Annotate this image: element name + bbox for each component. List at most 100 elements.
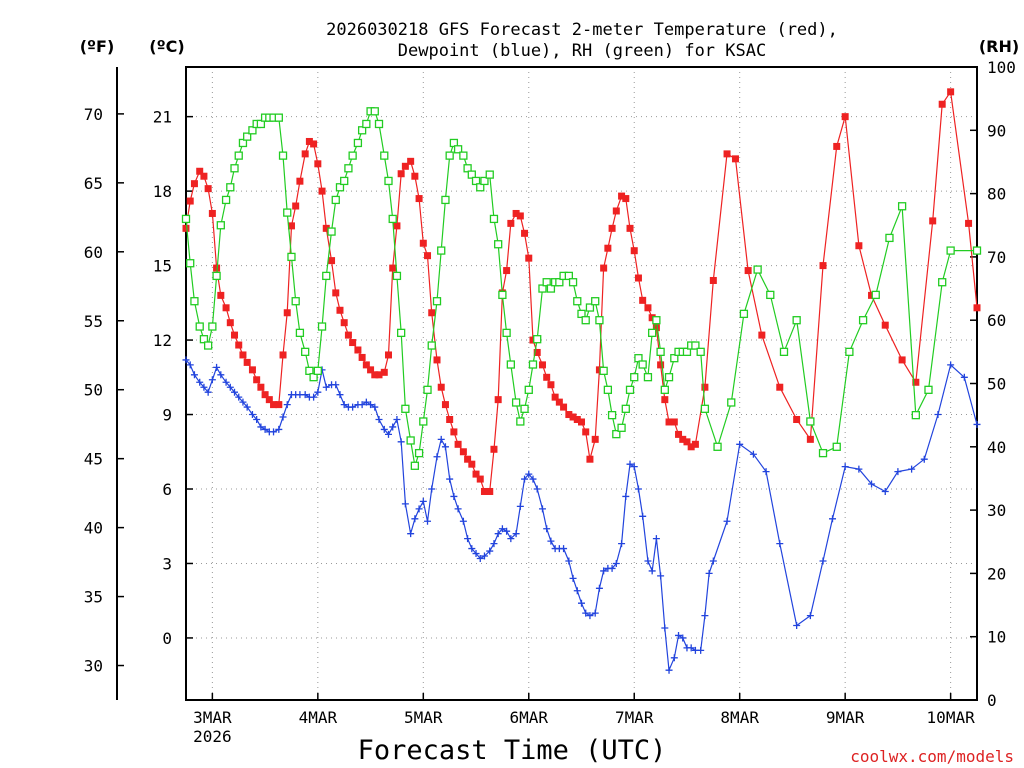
- temperature-point: [186, 197, 194, 205]
- temperature-point: [507, 219, 515, 227]
- dewpoint-point: [407, 530, 415, 538]
- dewpoint-point: [503, 527, 511, 535]
- dewpoint-point: [340, 401, 348, 409]
- rh-point: [511, 398, 521, 407]
- dewpoint-point: [762, 468, 770, 476]
- dewpoint-point: [275, 425, 283, 433]
- dewpoint-point: [639, 512, 647, 520]
- temperature-point: [428, 309, 436, 317]
- x-year-label: 2026: [193, 727, 232, 746]
- rh-point: [700, 404, 710, 413]
- rh-point: [459, 151, 468, 160]
- temperature-point: [437, 383, 445, 391]
- dewpoint-point: [301, 391, 309, 399]
- rh-point: [362, 119, 371, 129]
- dewpoint-point: [450, 492, 458, 500]
- dewpoint-point: [881, 487, 889, 495]
- temperature-point: [305, 137, 313, 145]
- rh-point: [555, 278, 564, 287]
- dewpoint-point: [468, 545, 476, 553]
- dewpoint-point: [393, 415, 401, 423]
- temperature-point: [622, 195, 630, 203]
- rh-tick-label: 10: [987, 628, 1006, 647]
- celsius-tick-label: 21: [153, 108, 172, 127]
- rh-point: [344, 164, 353, 173]
- temperature-point: [670, 418, 678, 426]
- rh-point: [380, 151, 389, 160]
- celsius-tick-label: 6: [162, 480, 172, 499]
- x-tick-label: 7MAR: [615, 708, 654, 727]
- rh-point: [388, 214, 397, 224]
- celsius-tick-label: 18: [153, 182, 172, 201]
- temperature-point: [375, 371, 383, 379]
- rh-point: [845, 347, 854, 357]
- celsius-unit-label: (ºC): [149, 37, 184, 56]
- temperature-point: [344, 331, 352, 339]
- temperature-point: [292, 202, 300, 210]
- celsius-tick-label: 9: [162, 406, 172, 425]
- rh-point: [494, 240, 503, 249]
- dewpoint-point: [208, 376, 216, 384]
- temperature-point: [547, 381, 555, 389]
- rh-point: [295, 328, 305, 338]
- rh-series: [181, 107, 982, 470]
- dewpoint-point: [200, 383, 208, 391]
- dewpoint-point: [367, 401, 375, 409]
- fahrenheit-tick-label: 45: [84, 450, 103, 469]
- source-credit: coolwx.com/models: [850, 747, 1014, 766]
- dewpoint-point: [806, 612, 814, 620]
- dewpoint-point: [626, 460, 634, 468]
- rh-point: [384, 176, 393, 186]
- rh-point: [972, 246, 982, 255]
- dewpoint-point: [437, 435, 445, 443]
- rh-point: [670, 354, 679, 363]
- x-tick-label: 3MAR: [193, 708, 232, 727]
- dewpoint-point: [920, 455, 928, 463]
- temperature-point: [270, 401, 278, 409]
- rh-point: [274, 113, 283, 122]
- temperature-point: [472, 470, 480, 478]
- temperature-point: [841, 113, 849, 121]
- rh-point: [471, 176, 481, 186]
- temperature-point: [626, 224, 634, 232]
- rh-tick-label: 40: [987, 438, 1006, 457]
- rh-point: [739, 309, 749, 319]
- rh-point: [607, 410, 617, 420]
- rh-point: [406, 436, 415, 445]
- dewpoint-point: [498, 525, 506, 533]
- rh-point: [625, 385, 635, 394]
- x-tick-label: 8MAR: [720, 708, 759, 727]
- temperature-point: [204, 185, 212, 193]
- temperature-point: [512, 209, 520, 217]
- rh-point: [832, 442, 841, 451]
- temperature-point: [450, 428, 458, 436]
- temperature-point: [618, 192, 626, 200]
- rh-point: [348, 151, 357, 160]
- temperature-point: [591, 435, 599, 443]
- rh-point: [498, 290, 507, 300]
- temperature-point: [543, 373, 551, 381]
- dewpoint-point: [819, 557, 827, 565]
- dewpoint-point: [657, 572, 665, 580]
- rh-point: [291, 297, 300, 306]
- dewpoint-point: [279, 413, 287, 421]
- temperature-point: [486, 487, 494, 495]
- dewpoint-point: [670, 654, 678, 662]
- fahrenheit-tick-label: 65: [84, 174, 103, 193]
- temperature-point: [283, 309, 291, 317]
- dewpoint-point: [213, 363, 221, 371]
- rh-point: [287, 252, 296, 262]
- dewpoint-point: [749, 450, 757, 458]
- dewpoint-point: [973, 420, 981, 428]
- rh-point: [542, 278, 551, 287]
- rh-point: [453, 145, 463, 154]
- rh-point: [591, 297, 600, 306]
- fahrenheit-tick-label: 50: [84, 381, 103, 400]
- temperature-point: [600, 264, 608, 272]
- rh-point: [374, 119, 384, 129]
- dewpoint-point: [411, 515, 419, 523]
- x-tick-label: 4MAR: [299, 708, 338, 727]
- rh-point: [419, 417, 428, 426]
- temperature-point: [723, 150, 731, 158]
- dewpoint-point: [687, 644, 695, 652]
